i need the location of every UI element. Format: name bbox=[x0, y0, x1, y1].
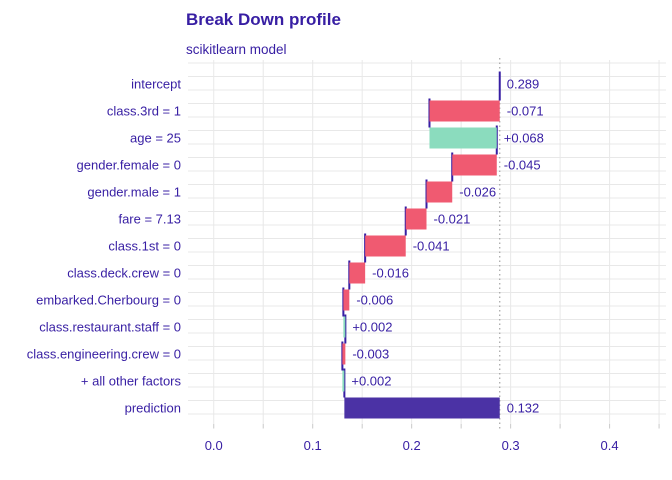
category-label: class.deck.crew = 0 bbox=[67, 266, 181, 281]
value-label: -0.003 bbox=[352, 347, 389, 362]
value-label: -0.071 bbox=[507, 104, 544, 119]
category-label: class.3rd = 1 bbox=[107, 104, 181, 119]
prediction-bar bbox=[344, 397, 500, 419]
value-label: 0.132 bbox=[507, 401, 540, 416]
negative-bar bbox=[452, 154, 497, 176]
category-label: class.1st = 0 bbox=[108, 239, 181, 254]
value-label: -0.026 bbox=[459, 185, 496, 200]
category-label: age = 25 bbox=[130, 131, 181, 146]
x-tick-label: 0.4 bbox=[601, 438, 619, 453]
value-label: -0.045 bbox=[504, 158, 541, 173]
value-label: -0.021 bbox=[434, 212, 471, 227]
value-label: 0.289 bbox=[507, 77, 540, 92]
positive-bar bbox=[342, 370, 345, 392]
category-label: class.engineering.crew = 0 bbox=[27, 347, 181, 362]
x-tick-label: 0.2 bbox=[403, 438, 421, 453]
positive-bar bbox=[429, 127, 497, 149]
category-label: + all other factors bbox=[81, 374, 182, 389]
negative-bar bbox=[405, 208, 427, 230]
value-label: -0.016 bbox=[372, 266, 409, 281]
negative-bar bbox=[349, 262, 366, 284]
value-label: +0.068 bbox=[504, 131, 544, 146]
x-tick-label: 0.3 bbox=[502, 438, 520, 453]
positive-bar bbox=[343, 316, 346, 338]
negative-bar bbox=[426, 181, 453, 203]
negative-bar bbox=[342, 343, 346, 365]
category-label: intercept bbox=[131, 77, 181, 92]
category-label: gender.male = 1 bbox=[87, 185, 181, 200]
x-tick-label: 0.1 bbox=[304, 438, 322, 453]
category-label: gender.female = 0 bbox=[77, 158, 181, 173]
value-label: -0.006 bbox=[356, 293, 393, 308]
chart-title: Break Down profile bbox=[186, 10, 341, 29]
value-label: -0.041 bbox=[413, 239, 450, 254]
negative-bar bbox=[365, 235, 406, 257]
value-label: +0.002 bbox=[351, 374, 391, 389]
category-label: fare = 7.13 bbox=[118, 212, 181, 227]
negative-bar bbox=[343, 289, 350, 311]
category-label: embarked.Cherbourg = 0 bbox=[36, 293, 181, 308]
category-label: class.restaurant.staff = 0 bbox=[39, 320, 181, 335]
chart-subtitle: scikitlearn model bbox=[186, 42, 287, 57]
x-tick-label: 0.0 bbox=[205, 438, 223, 453]
category-label: prediction bbox=[125, 401, 181, 416]
value-label: +0.002 bbox=[352, 320, 392, 335]
negative-bar bbox=[429, 100, 500, 122]
